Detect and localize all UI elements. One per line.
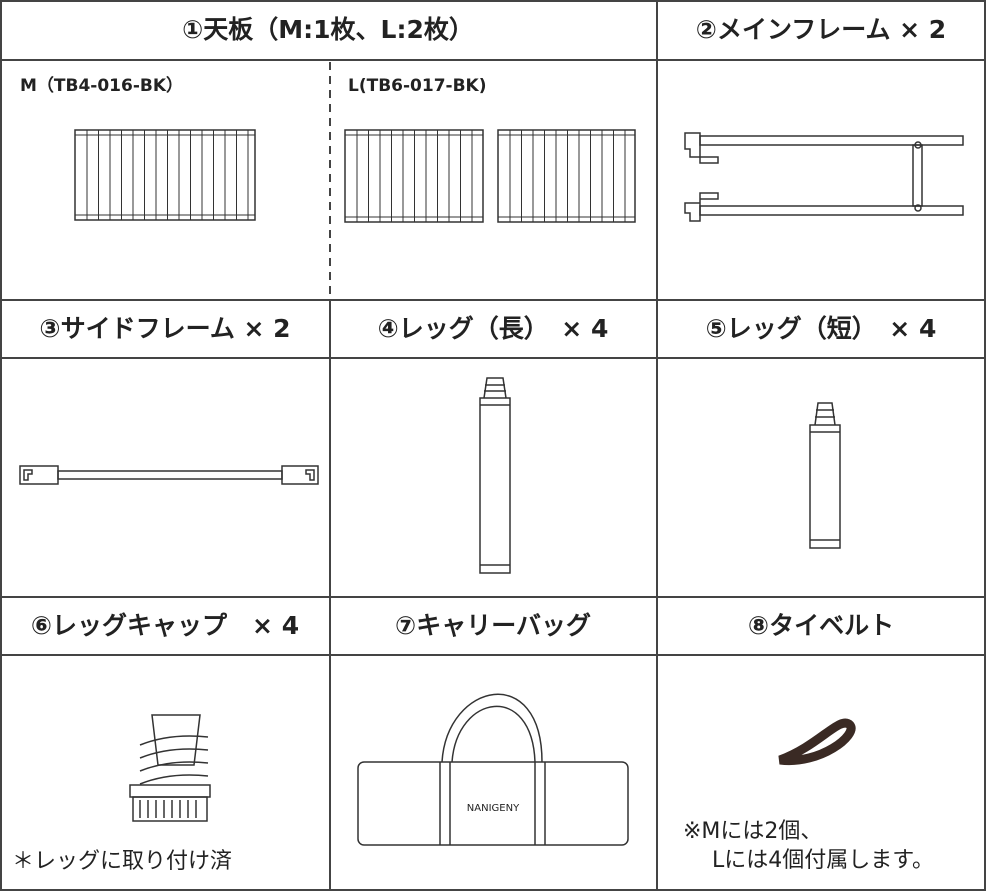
part-title: ③サイドフレーム × 2 [39,314,290,343]
leg-short-drawing [809,402,841,549]
part-title: ⑦キャリーバッグ [395,611,591,640]
part-title: ①天板（M:1枚、L:2枚） [182,15,474,44]
main-frame-drawing [684,132,964,222]
note-line: ※Mには2個、 [683,819,822,844]
tabletop-drawing [74,129,636,223]
leg-long-drawing [479,377,511,574]
part-title: ②メインフレーム × 2 [696,15,946,44]
note: ＊レッグに取り付け済 [12,849,232,874]
part-title: ⑧タイベルト [748,611,894,640]
variant-label: L(TB6-017-BK) [348,76,486,96]
part-title: ⑤レッグ（短） × 4 [706,314,937,343]
variant-label: M（TB4-016-BK） [20,75,183,96]
bag-drawing [357,693,629,846]
side-frame-drawing [19,465,319,485]
tie-belt-drawing [778,718,856,766]
tabletop-line [497,129,636,223]
part-title: ⑥レッグキャップ × 4 [31,611,299,640]
tabletop-line [74,129,256,221]
part-title: ④レッグ（長） × 4 [378,314,609,343]
leg-cap-drawing [129,714,211,822]
note-line: Lには4個付属します。 [712,848,934,873]
bag-brand: NANIGENY [467,803,520,814]
